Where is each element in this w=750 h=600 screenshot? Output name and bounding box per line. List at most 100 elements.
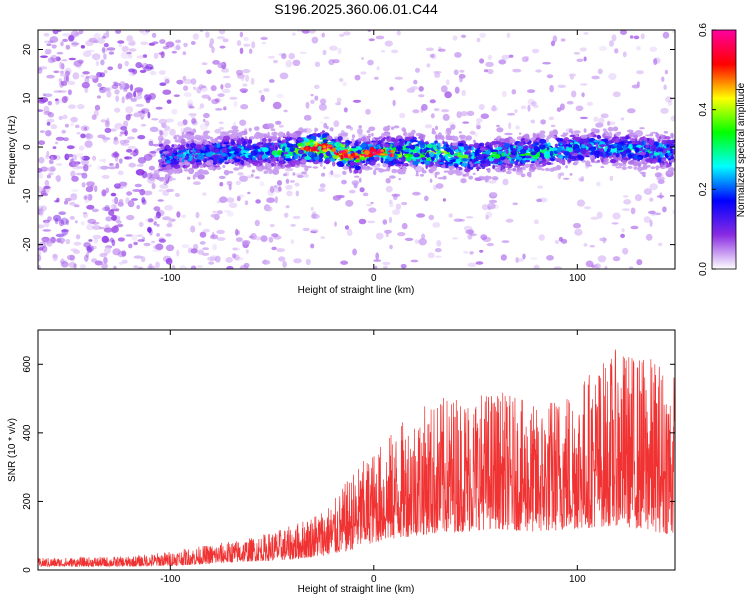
spectrogram-cell	[127, 200, 135, 208]
spectrogram-cell	[546, 161, 552, 166]
spectrogram-cell	[201, 252, 210, 256]
spectrogram-cell	[118, 43, 123, 48]
spectrogram-cell	[329, 45, 338, 51]
spectrogram-cell	[53, 70, 60, 74]
spectrogram-cell	[668, 158, 672, 161]
spectrogram-cell	[358, 125, 363, 129]
spectrogram-cell	[580, 139, 588, 142]
spectrogram-cell	[40, 205, 47, 212]
spectrogram-cell	[628, 143, 633, 150]
spectrogram-cell	[293, 258, 302, 264]
spectrogram-cell	[164, 78, 170, 84]
spectrogram-cell	[507, 112, 516, 116]
spectrogram-cell	[232, 247, 238, 251]
spectrogram-cell	[149, 228, 153, 236]
spectrogram-cell	[512, 167, 517, 172]
spectrogram-cell	[328, 59, 335, 66]
spectrogram-cell	[246, 164, 252, 168]
spectrogram-cell	[569, 173, 573, 176]
spectrogram-cell	[461, 162, 468, 167]
spectrogram-cell	[120, 126, 128, 131]
spectrogram-cell	[157, 135, 164, 142]
spectrogram-cell	[616, 157, 623, 161]
spectrogram-cell	[515, 125, 520, 130]
spectrogram-cell	[473, 132, 478, 137]
spectrogram-cell	[311, 36, 319, 44]
spectrogram-cell	[195, 149, 201, 154]
spectrogram-cell	[42, 238, 52, 245]
spectrogram-cell	[135, 169, 145, 176]
spectrogram-cell	[199, 123, 208, 131]
spectrogram-cell	[47, 100, 52, 106]
spectrogram-cell	[550, 158, 555, 162]
spectrogram-cell	[353, 182, 358, 189]
spectrogram-cell	[391, 145, 395, 148]
spectrogram-cell	[49, 154, 58, 160]
spectrogram-cell	[498, 138, 506, 143]
spectrogram-cell	[330, 170, 334, 176]
spectrogram-cell	[186, 176, 191, 180]
spectrogram-cell	[281, 160, 284, 164]
spectrogram-cell	[267, 123, 275, 129]
spectrogram-cell	[465, 216, 474, 219]
spectrogram-cell	[131, 198, 139, 201]
spectrogram-cell	[151, 183, 156, 190]
spectrogram-cell	[97, 37, 106, 44]
spectrogram-cell	[226, 197, 235, 203]
spectrogram-cell	[490, 191, 498, 197]
spectrogram-cell	[623, 139, 628, 143]
spectrogram-cell	[52, 253, 58, 259]
spectrogram-cell	[163, 148, 168, 152]
spectrogram-cell	[332, 148, 336, 153]
spectrogram-cell	[263, 88, 270, 92]
spectrogram-cell	[375, 140, 379, 143]
spectrogram-cell	[200, 139, 204, 143]
spectrogram-cell	[622, 195, 629, 198]
spectrogram-cell	[38, 109, 44, 112]
spectrogram-cell	[158, 159, 163, 163]
spectrogram-cell	[595, 263, 601, 269]
spectrogram-cell	[165, 244, 175, 252]
spectrogram-cell	[645, 233, 653, 241]
spectrogram-cell	[110, 203, 116, 210]
spectrogram-cell	[73, 204, 80, 208]
spectrogram-cell	[155, 261, 160, 269]
spectrogram-cell	[505, 149, 509, 155]
spectrogram-cell	[239, 31, 244, 38]
spectrogram-cell	[160, 146, 165, 150]
spectrogram-cell	[335, 152, 340, 156]
spectrogram-cell	[402, 165, 407, 170]
spectrogram-cell	[652, 158, 657, 164]
spectrogram-cell	[137, 157, 147, 164]
spectrogram-cell	[384, 229, 392, 234]
spectrogram-cell	[38, 67, 43, 74]
spectrogram-cell	[241, 240, 251, 245]
spectrogram-cell	[515, 156, 523, 160]
spectrogram-cell	[102, 206, 111, 212]
spectrogram-cell	[395, 203, 402, 210]
spectrogram-cell	[374, 156, 380, 160]
spectrogram-cell	[123, 89, 128, 92]
spectrogram-cell	[119, 139, 127, 145]
spectrogram-cell	[497, 150, 503, 155]
spectrogram-cell	[394, 151, 401, 155]
spectrogram-cell	[111, 239, 116, 247]
spectrogram-cell	[69, 216, 75, 220]
spectrogram-cell	[567, 156, 575, 159]
spectrogram-cell	[86, 49, 95, 53]
spectrogram-cell	[663, 130, 669, 134]
x-tick-label: 100	[569, 574, 586, 585]
spectrogram-cell	[120, 51, 130, 59]
spectrogram-cell	[571, 130, 574, 136]
spectrogram-cell	[332, 161, 336, 167]
spectrogram-cell	[520, 105, 527, 110]
spectrogram-cell	[560, 172, 565, 176]
spectrogram-cell	[467, 233, 473, 240]
spectrogram-cell	[85, 186, 94, 193]
spectrogram-cell	[620, 233, 625, 238]
spectrogram-cell	[203, 118, 206, 123]
spectrogram-cell	[576, 154, 583, 159]
spectrogram-cell	[304, 166, 309, 172]
spectrogram-cell	[124, 60, 129, 67]
spectrogram-cell	[197, 141, 203, 145]
